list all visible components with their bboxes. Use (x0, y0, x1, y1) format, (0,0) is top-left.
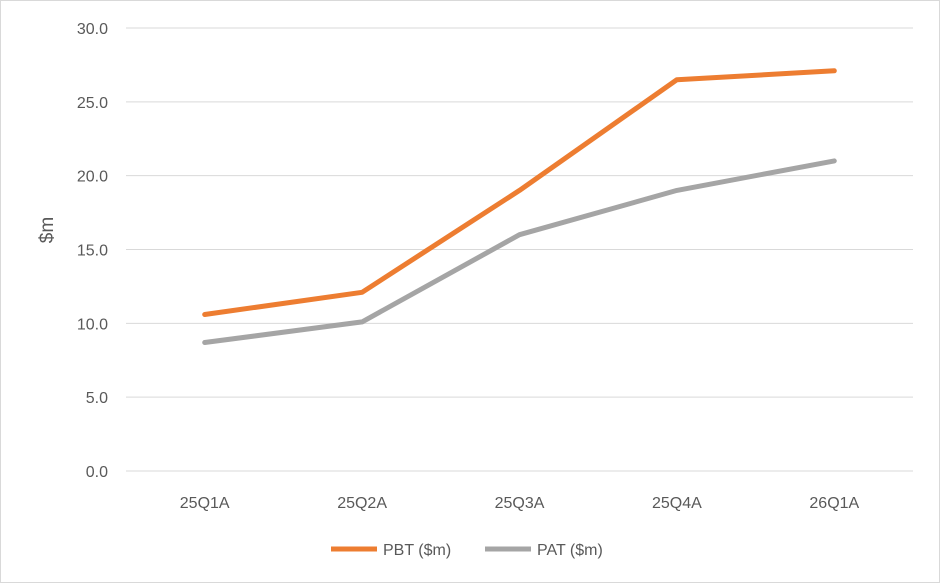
y-axis-ticks: 0.0 5.0 10.0 15.0 20.0 25.0 30.0 (77, 21, 108, 481)
y-axis-label: $m (37, 217, 58, 243)
legend-label: PBT ($m) (383, 542, 451, 559)
x-axis-ticks: 25Q1A 25Q2A 25Q3A 25Q4A 26Q1A (180, 495, 860, 512)
x-tick-label: 25Q4A (652, 495, 702, 512)
y-tick-label: 25.0 (77, 95, 108, 112)
x-tick-label: 25Q2A (337, 495, 387, 512)
legend: PBT ($m) PAT ($m) (331, 542, 603, 559)
y-tick-label: 20.0 (77, 169, 108, 186)
y-tick-label: 5.0 (86, 390, 108, 407)
legend-label: PAT ($m) (537, 542, 603, 559)
series-line-1 (202, 158, 837, 345)
gridlines (126, 27, 913, 472)
y-tick-label: 30.0 (77, 21, 108, 38)
x-tick-label: 25Q3A (495, 495, 545, 512)
x-tick-label: 25Q1A (180, 495, 230, 512)
series-line-0 (202, 68, 837, 317)
y-tick-label: 10.0 (77, 316, 108, 333)
x-tick-label: 26Q1A (809, 495, 859, 512)
series-lines (202, 68, 837, 345)
y-tick-label: 0.0 (86, 464, 108, 481)
y-tick-label: 15.0 (77, 243, 108, 260)
